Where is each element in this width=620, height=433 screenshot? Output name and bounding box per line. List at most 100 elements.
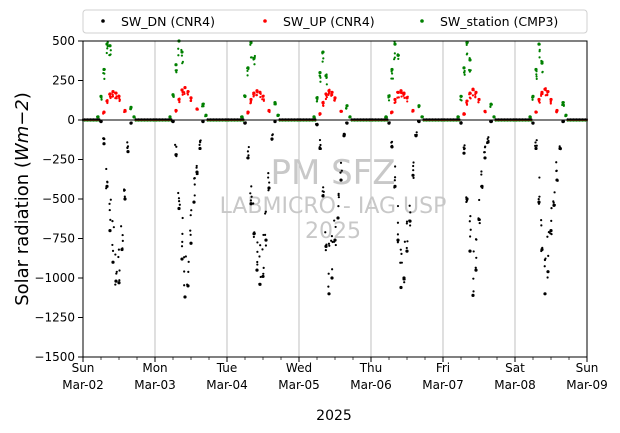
- x-tick-label: Mar-04: [206, 378, 247, 392]
- data-point: [115, 95, 118, 98]
- data-point: [541, 246, 544, 249]
- data-point: [198, 146, 202, 151]
- data-point: [114, 91, 117, 94]
- data-point: [259, 95, 262, 99]
- x-tick-day: Thu: [359, 361, 383, 375]
- data-point: [180, 50, 184, 54]
- data-point: [273, 102, 276, 105]
- data-point: [244, 95, 247, 99]
- x-tick-day: Wed: [286, 361, 312, 375]
- data-point: [181, 88, 184, 91]
- data-point: [393, 56, 396, 59]
- data-point: [249, 40, 253, 45]
- data-point: [255, 94, 258, 97]
- data-point: [108, 202, 111, 205]
- data-point: [111, 249, 115, 252]
- data-point: [484, 111, 487, 114]
- data-point: [531, 98, 534, 101]
- data-point: [474, 268, 478, 272]
- data-point: [396, 96, 399, 99]
- data-point: [250, 185, 253, 188]
- data-point: [319, 147, 322, 150]
- data-point: [205, 114, 208, 118]
- data-point: [393, 42, 397, 46]
- data-point: [171, 120, 174, 123]
- data-point: [268, 181, 271, 184]
- data-point: [246, 74, 249, 77]
- data-point: [549, 229, 553, 233]
- data-point: [546, 235, 549, 238]
- legend-marker: [101, 19, 105, 23]
- data-point: [460, 99, 463, 102]
- data-point: [394, 98, 397, 101]
- data-point: [546, 93, 549, 97]
- data-point: [406, 100, 409, 103]
- data-point: [337, 196, 340, 199]
- data-point: [129, 108, 132, 111]
- data-point: [474, 95, 477, 98]
- data-point: [175, 153, 178, 156]
- data-point: [130, 121, 133, 124]
- data-point: [334, 243, 337, 247]
- data-point: [387, 99, 391, 102]
- data-point: [393, 179, 396, 182]
- data-point: [541, 71, 544, 74]
- data-point: [183, 92, 186, 95]
- x-tick-day: Tue: [216, 361, 238, 375]
- data-point: [246, 156, 249, 160]
- data-point: [409, 211, 412, 214]
- data-point: [540, 94, 543, 97]
- data-point: [267, 176, 270, 179]
- data-point: [322, 193, 325, 197]
- data-point: [409, 224, 412, 227]
- data-point: [544, 257, 547, 260]
- data-point: [120, 225, 123, 228]
- data-point: [189, 241, 193, 245]
- data-point: [537, 198, 540, 201]
- data-point: [532, 96, 535, 99]
- data-point: [492, 115, 495, 119]
- data-point: [106, 100, 109, 104]
- data-point: [390, 141, 393, 144]
- data-point: [252, 202, 255, 205]
- data-point: [177, 200, 181, 203]
- data-point: [327, 285, 330, 288]
- data-point: [99, 120, 102, 123]
- data-point: [396, 233, 400, 236]
- y-tick-label: −500: [42, 192, 75, 206]
- data-point: [328, 88, 331, 91]
- data-point: [259, 244, 262, 247]
- x-tick-label: Mar-08: [494, 378, 535, 392]
- data-point: [564, 114, 568, 118]
- data-point: [181, 93, 184, 96]
- data-point: [478, 198, 481, 202]
- data-point: [123, 197, 127, 201]
- data-point: [348, 116, 351, 119]
- data-point: [250, 195, 253, 198]
- data-point: [327, 272, 330, 275]
- y-axis-label-prefix: Solar radiation (: [12, 161, 33, 306]
- data-point: [403, 92, 406, 96]
- data-point: [274, 120, 277, 123]
- data-point: [490, 120, 493, 123]
- data-point: [486, 141, 489, 145]
- data-point: [246, 150, 250, 153]
- data-point: [549, 100, 552, 103]
- data-point: [394, 165, 397, 168]
- data-point: [106, 41, 109, 44]
- x-tick-label: Mar-05: [278, 378, 319, 392]
- data-point: [480, 173, 483, 176]
- data-point: [412, 176, 415, 179]
- data-point: [102, 71, 105, 75]
- data-point: [400, 90, 403, 93]
- data-point: [402, 94, 405, 97]
- data-point: [175, 145, 178, 148]
- data-point: [538, 56, 541, 59]
- data-point: [315, 100, 319, 103]
- data-point: [561, 103, 564, 107]
- data-point: [117, 255, 120, 259]
- data-point: [180, 245, 184, 248]
- data-point: [405, 246, 408, 250]
- data-point: [556, 179, 559, 182]
- data-point: [108, 44, 112, 48]
